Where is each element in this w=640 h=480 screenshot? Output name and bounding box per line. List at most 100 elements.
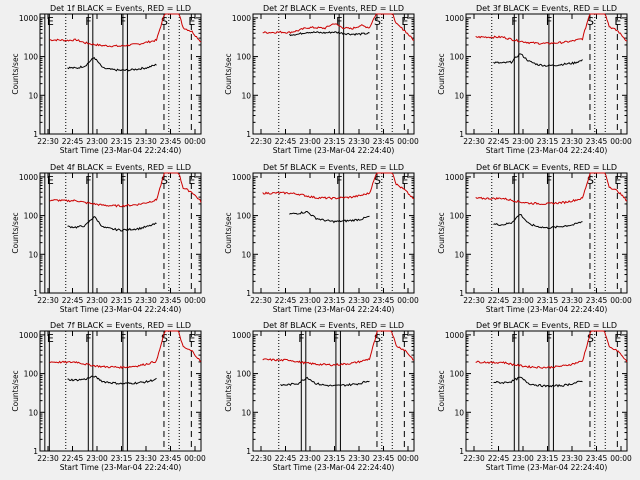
- marker-label: F: [546, 332, 552, 345]
- y-tick-label: 10: [241, 250, 251, 259]
- y-tick-label: 1000: [445, 173, 464, 182]
- x-tick-label: 00:00: [184, 137, 206, 146]
- x-tick-label: 00:00: [397, 137, 419, 146]
- x-axis-label: Start Time (23-Mar-04 22:24:40): [486, 305, 608, 314]
- x-tick-label: 22:30: [250, 454, 272, 463]
- series-lld-line: [475, 13, 628, 45]
- y-tick-label: 10: [28, 408, 38, 417]
- y-tick-label: 1000: [445, 331, 464, 340]
- series-events-line: [493, 53, 583, 67]
- y-tick-label: 10: [28, 91, 38, 100]
- y-tick-label: 100: [450, 212, 465, 221]
- y-tick-label: 1000: [19, 14, 38, 23]
- y-axis-label: Counts/sec: [437, 53, 446, 94]
- x-tick-label: 22:30: [37, 454, 59, 463]
- y-axis-label: Counts/sec: [437, 370, 446, 411]
- y-axis-label: Counts/sec: [11, 212, 20, 253]
- plot-frame: [465, 172, 628, 294]
- y-tick-label: 10: [28, 250, 38, 259]
- panel-title: Det 1f BLACK = Events, RED = LLD: [50, 4, 191, 13]
- x-tick-label: 22:30: [250, 137, 272, 146]
- panel-8: Det 8f BLACK = Events, RED = LLD 1 10 100 10…: [224, 321, 419, 472]
- panel-2: Det 2f BLACK = Events, RED = LLD 1 10 100 10…: [224, 4, 419, 155]
- x-tick-label: 00:00: [610, 296, 632, 305]
- series-events-line: [289, 31, 370, 37]
- plot-frame: [252, 172, 415, 294]
- y-tick-label: 1: [459, 447, 464, 456]
- y-tick-label: 1: [246, 130, 251, 139]
- x-tick-label: 23:30: [135, 454, 157, 463]
- marker-label: F: [120, 15, 126, 28]
- x-tick-label: 23:45: [586, 454, 608, 463]
- series-events-line: [67, 215, 157, 232]
- x-tick-label: 00:00: [184, 296, 206, 305]
- marker-label: E: [47, 15, 54, 28]
- marker-label: E: [47, 332, 54, 345]
- marker-label: E: [614, 174, 621, 187]
- panel-6: Det 6f BLACK = Events, RED = LLD 1 10 100 10…: [437, 163, 632, 314]
- panel-title: Det 3f BLACK = Events, RED = LLD: [476, 4, 617, 13]
- y-tick-label: 100: [24, 53, 39, 62]
- x-tick-label: 22:30: [463, 296, 485, 305]
- x-tick-label: 23:00: [512, 454, 534, 463]
- marker-label: F: [120, 174, 126, 187]
- x-tick-label: 22:45: [488, 137, 510, 146]
- x-tick-label: 23:00: [299, 296, 321, 305]
- x-tick-label: 00:00: [397, 296, 419, 305]
- y-tick-label: 100: [450, 370, 465, 379]
- x-axis-label: Start Time (23-Mar-04 22:24:40): [486, 463, 608, 472]
- x-tick-label: 22:30: [463, 137, 485, 146]
- marker-label: F: [120, 332, 126, 345]
- series-lld-line: [262, 13, 415, 41]
- x-tick-label: 23:00: [299, 137, 321, 146]
- x-tick-label: 23:45: [160, 137, 182, 146]
- panel-5: Det 5f BLACK = Events, RED = LLD 1 10 100 10…: [224, 163, 419, 314]
- plot-frame: [39, 172, 202, 294]
- marker-label: F: [85, 174, 91, 187]
- marker-label: S: [587, 15, 594, 28]
- x-tick-label: 23:00: [512, 137, 534, 146]
- y-axis-label: Counts/sec: [224, 53, 233, 94]
- series-events-line: [493, 213, 583, 230]
- plot-frame: [465, 13, 628, 135]
- x-tick-label: 23:15: [324, 454, 346, 463]
- series-events-line: [67, 56, 157, 72]
- x-tick-label: 23:45: [160, 454, 182, 463]
- panel-9: Det 9f BLACK = Events, RED = LLD 1 10 100 10…: [437, 321, 632, 472]
- series-events-line: [289, 211, 370, 224]
- y-tick-label: 1000: [445, 14, 464, 23]
- panel-title: Det 4f BLACK = Events, RED = LLD: [50, 163, 191, 172]
- x-tick-label: 23:15: [111, 454, 133, 463]
- y-tick-label: 10: [241, 408, 251, 417]
- y-tick-label: 100: [237, 370, 252, 379]
- x-tick-label: 23:15: [111, 137, 133, 146]
- y-axis-label: Counts/sec: [224, 370, 233, 411]
- panel-title: Det 7f BLACK = Events, RED = LLD: [50, 321, 191, 330]
- x-axis-label: Start Time (23-Mar-04 22:24:40): [273, 463, 395, 472]
- x-tick-label: 23:15: [537, 454, 559, 463]
- x-tick-label: 22:45: [275, 137, 297, 146]
- marker-label: E: [614, 15, 621, 28]
- marker-label: E: [188, 174, 195, 187]
- y-tick-label: 100: [24, 212, 39, 221]
- x-tick-label: 23:15: [324, 296, 346, 305]
- x-axis-label: Start Time (23-Mar-04 22:24:40): [60, 146, 182, 155]
- plot-frame: [465, 330, 628, 452]
- x-tick-label: 22:45: [62, 296, 84, 305]
- x-axis-label: Start Time (23-Mar-04 22:24:40): [486, 146, 608, 155]
- x-axis-label: Start Time (23-Mar-04 22:24:40): [60, 463, 182, 472]
- x-tick-label: 22:30: [37, 296, 59, 305]
- x-tick-label: 23:30: [561, 137, 583, 146]
- marker-label: F: [336, 15, 342, 28]
- y-tick-label: 1: [33, 447, 38, 456]
- panel-3: Det 3f BLACK = Events, RED = LLD 1 10 100 10…: [437, 4, 632, 155]
- x-tick-label: 23:00: [86, 454, 108, 463]
- plot-frame: [252, 330, 415, 452]
- x-tick-label: 22:45: [488, 454, 510, 463]
- y-tick-label: 1000: [232, 14, 251, 23]
- series-events-line: [493, 376, 583, 388]
- x-tick-label: 23:45: [373, 454, 395, 463]
- panel-title: Det 2f BLACK = Events, RED = LLD: [263, 4, 404, 13]
- y-axis-label: Counts/sec: [224, 212, 233, 253]
